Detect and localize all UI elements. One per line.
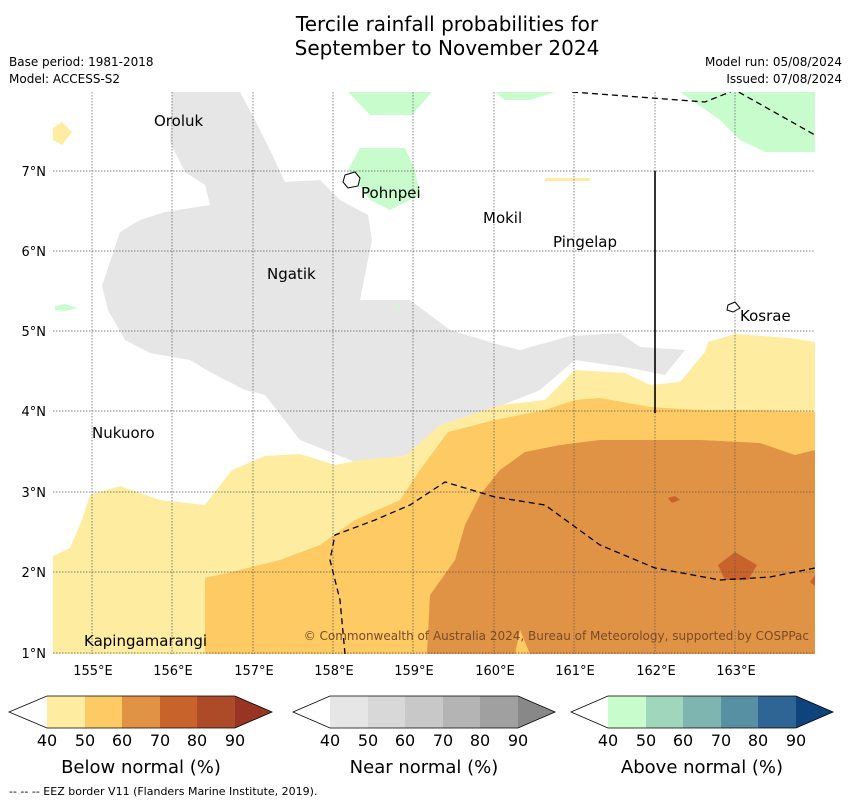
above-tick-70: 70 — [711, 731, 731, 750]
y-tick-5n: 5°N — [22, 325, 47, 340]
near-tick-90: 90 — [508, 731, 528, 750]
near-tick-60: 60 — [395, 731, 415, 750]
y-tick-3n: 3°N — [22, 486, 47, 501]
colorbar-above-normal: 40 50 60 70 80 90 Above normal (%) — [571, 696, 833, 778]
below-swatch-5 — [197, 696, 235, 728]
near-swatch-0 — [293, 696, 330, 728]
below-normal-50-strip — [545, 178, 590, 181]
x-tick-160e: 160°E — [475, 664, 515, 679]
y-tick-2n: 2°N — [22, 566, 47, 581]
above-tick-60: 60 — [673, 731, 693, 750]
near-swatch-4 — [443, 696, 480, 728]
below-tick-80: 80 — [187, 731, 207, 750]
near-tick-80: 80 — [470, 731, 490, 750]
above-tick-80: 80 — [748, 731, 768, 750]
map-regions — [53, 92, 815, 654]
x-tick-159e: 159°E — [394, 664, 434, 679]
x-tick-158e: 158°E — [314, 664, 354, 679]
y-tick-6n: 6°N — [22, 245, 47, 260]
x-tick-161e: 161°E — [555, 664, 595, 679]
above-swatch-2 — [646, 696, 683, 728]
pohnpei-island-outline — [343, 172, 360, 188]
probability-map: Oroluk Pohnpei Mokil Pingelap Ngatik Kos… — [0, 0, 850, 804]
above-tick-90: 90 — [786, 731, 806, 750]
near-tick-40: 40 — [320, 731, 340, 750]
below-tick-90: 90 — [225, 731, 245, 750]
place-pingelap: Pingelap — [553, 233, 617, 251]
y-axis-labels: 7°N 6°N 5°N 4°N 3°N 2°N 1°N — [22, 165, 47, 662]
near-swatch-1 — [330, 696, 368, 728]
place-mokil: Mokil — [483, 209, 522, 227]
x-axis-labels: 155°E 156°E 157°E 158°E 159°E 160°E 161°… — [73, 664, 756, 679]
above-swatch-4 — [721, 696, 758, 728]
below-swatch-4 — [160, 696, 197, 728]
x-tick-157e: 157°E — [234, 664, 274, 679]
near-swatch-3 — [405, 696, 443, 728]
colorbar-near-normal: 40 50 60 70 80 90 Near normal (%) — [293, 696, 555, 778]
place-kapingamarangi: Kapingamarangi — [84, 632, 207, 650]
near-swatch-6 — [518, 696, 555, 728]
y-tick-1n: 1°N — [22, 647, 47, 662]
place-pohnpei: Pohnpei — [361, 184, 421, 202]
near-tick-70: 70 — [433, 731, 453, 750]
x-tick-155e: 155°E — [73, 664, 113, 679]
below-swatch-3 — [122, 696, 160, 728]
near-swatch-5 — [480, 696, 518, 728]
y-tick-4n: 4°N — [22, 405, 47, 420]
x-tick-156e: 156°E — [153, 664, 193, 679]
above-swatch-1 — [608, 696, 646, 728]
above-normal-title: Above normal (%) — [621, 757, 783, 778]
above-swatch-0 — [571, 696, 608, 728]
above-tick-40: 40 — [598, 731, 618, 750]
near-tick-50: 50 — [358, 731, 378, 750]
place-ngatik: Ngatik — [267, 265, 316, 283]
below-tick-50: 50 — [75, 731, 95, 750]
below-tick-70: 70 — [150, 731, 170, 750]
below-normal-title: Below normal (%) — [61, 757, 221, 778]
below-swatch-6 — [235, 696, 272, 728]
above-swatch-3 — [683, 696, 721, 728]
above-swatch-6 — [796, 696, 833, 728]
below-swatch-0 — [9, 696, 47, 728]
near-swatch-2 — [368, 696, 405, 728]
above-swatch-5 — [758, 696, 796, 728]
near-normal-title: Near normal (%) — [350, 757, 499, 778]
x-tick-163e: 163°E — [716, 664, 756, 679]
copyright-credit: © Commonwealth of Australia 2024, Bureau… — [304, 629, 809, 643]
place-nukuoro: Nukuoro — [92, 424, 155, 442]
below-tick-60: 60 — [112, 731, 132, 750]
x-tick-162e: 162°E — [636, 664, 676, 679]
colorbar-below-normal: 40 50 60 70 80 90 Below normal (%) — [9, 696, 272, 778]
place-kosrae: Kosrae — [740, 307, 791, 325]
eez-footnote: -- -- -- EEZ border V11 (Flanders Marine… — [9, 785, 317, 798]
place-oroluk: Oroluk — [154, 112, 203, 130]
below-swatch-1 — [47, 696, 85, 728]
y-tick-7n: 7°N — [22, 165, 47, 180]
above-tick-50: 50 — [636, 731, 656, 750]
below-tick-40: 40 — [37, 731, 57, 750]
below-swatch-2 — [85, 696, 122, 728]
